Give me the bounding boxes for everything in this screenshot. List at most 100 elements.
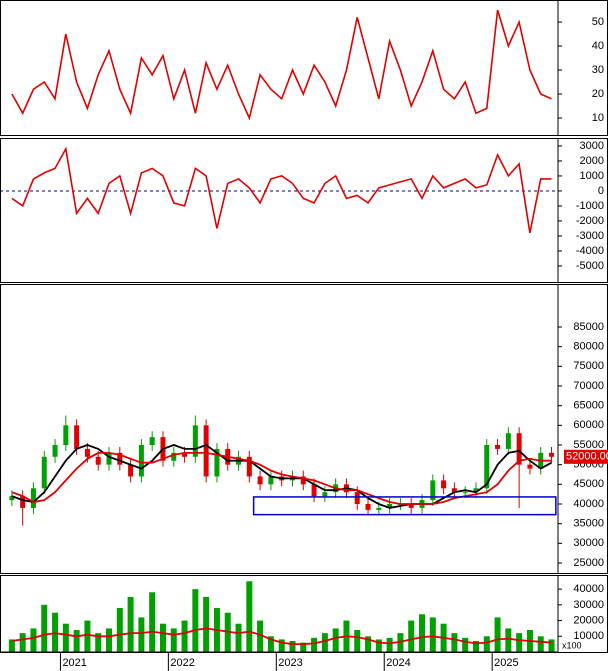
- volume-bar: [278, 639, 285, 652]
- candle-body: [138, 445, 144, 477]
- volume-bar: [516, 633, 523, 652]
- volume-bar: [203, 597, 210, 652]
- candle-body: [451, 488, 457, 493]
- candle-body: [484, 445, 490, 489]
- y-tick-label: 80000: [573, 341, 604, 353]
- volume-bar: [181, 620, 188, 652]
- volume-bar: [170, 628, 177, 652]
- volume-bar: [159, 623, 166, 652]
- volume-bar: [365, 636, 372, 652]
- last-price-label: 52000.00: [566, 451, 608, 463]
- volume-bar: [95, 633, 102, 652]
- x-tick-label: 2025: [494, 657, 518, 669]
- volume-bar: [462, 637, 469, 652]
- candle-body: [376, 507, 382, 510]
- y-tick-label: 70000: [573, 380, 604, 392]
- series-line: [11, 627, 552, 645]
- volume-bar: [548, 639, 555, 652]
- y-tick-label: 55000: [573, 439, 604, 451]
- volume-bar: [192, 589, 199, 652]
- candle-body: [322, 492, 328, 497]
- volume-bar: [73, 630, 80, 652]
- candle-body: [30, 488, 36, 508]
- volume-bar: [408, 620, 415, 652]
- candle-body: [408, 504, 414, 508]
- candle-body: [246, 456, 252, 477]
- volume-bar: [537, 636, 544, 652]
- volume-bar: [246, 581, 253, 652]
- volume-bar: [451, 633, 458, 652]
- volume-bar: [300, 642, 307, 652]
- candle-body: [84, 448, 90, 457]
- volume-bar: [311, 637, 318, 652]
- volume-bar: [321, 633, 328, 652]
- candle-body: [387, 504, 393, 508]
- y-tick-label: 40000: [573, 583, 604, 595]
- volume-bar: [30, 628, 37, 652]
- candle-body: [41, 456, 47, 489]
- volume-unit: x100: [562, 640, 582, 650]
- y-tick-label: -5000: [576, 260, 604, 272]
- candle-body: [192, 425, 198, 457]
- x-tick-label: 2023: [278, 657, 302, 669]
- candle-body: [462, 492, 468, 494]
- candle-body: [117, 452, 123, 465]
- candle-body: [300, 476, 306, 485]
- volume-bar: [149, 592, 156, 652]
- candle-body: [182, 452, 188, 457]
- volume-bar: [106, 628, 113, 652]
- y-tick-label: 65000: [573, 400, 604, 412]
- y-tick-label: 3000: [580, 140, 604, 152]
- y-tick-label: 45000: [573, 478, 604, 490]
- volume-bar: [41, 604, 48, 652]
- volume-bar: [472, 641, 479, 652]
- volume-bar: [8, 639, 15, 652]
- candle-body: [430, 480, 436, 501]
- candle-body: [354, 492, 360, 505]
- x-tick-label: 2024: [386, 657, 410, 669]
- volume-bar: [505, 628, 512, 652]
- volume-bar: [138, 617, 145, 652]
- y-tick-label: 35000: [573, 518, 604, 530]
- candle-body: [268, 476, 274, 485]
- candle-body: [516, 433, 522, 465]
- volume-bar: [375, 639, 382, 652]
- x-tick-label: 2021: [62, 657, 86, 669]
- panel-frame: [0, 284, 608, 574]
- candle-body: [74, 425, 80, 449]
- y-tick-label: 20000: [573, 614, 604, 626]
- y-tick-label: 20: [592, 88, 604, 100]
- candle-body: [149, 437, 155, 446]
- candle-body: [63, 425, 69, 446]
- volume-bar: [62, 623, 69, 652]
- y-tick-label: 25000: [573, 557, 604, 569]
- x-tick-label: 2022: [170, 657, 194, 669]
- y-tick-label: 10000: [573, 630, 604, 642]
- volume-bar: [354, 630, 361, 652]
- volume-bar: [289, 641, 296, 652]
- candle-body: [95, 456, 101, 465]
- candle-body: [203, 425, 209, 477]
- candle-body: [311, 484, 317, 497]
- volume-bar: [419, 614, 426, 652]
- candle-body: [527, 464, 533, 469]
- candle-body: [495, 445, 501, 449]
- candle-body: [505, 433, 511, 449]
- volume-bar: [429, 617, 436, 652]
- candle-body: [365, 504, 371, 510]
- panel-frame: [0, 138, 608, 283]
- series-line: [11, 443, 552, 509]
- y-tick-label: 30000: [573, 537, 604, 549]
- y-tick-label: -2000: [576, 215, 604, 227]
- candle-body: [9, 496, 15, 501]
- y-tick-label: 85000: [573, 321, 604, 333]
- y-tick-label: 30000: [573, 599, 604, 611]
- y-tick-label: 75000: [573, 360, 604, 372]
- candle-body: [52, 445, 58, 457]
- y-tick-label: 50: [592, 16, 604, 28]
- y-tick-label: 1000: [580, 170, 604, 182]
- candle-body: [473, 488, 479, 493]
- candle-body: [106, 452, 112, 465]
- series-line: [11, 146, 552, 234]
